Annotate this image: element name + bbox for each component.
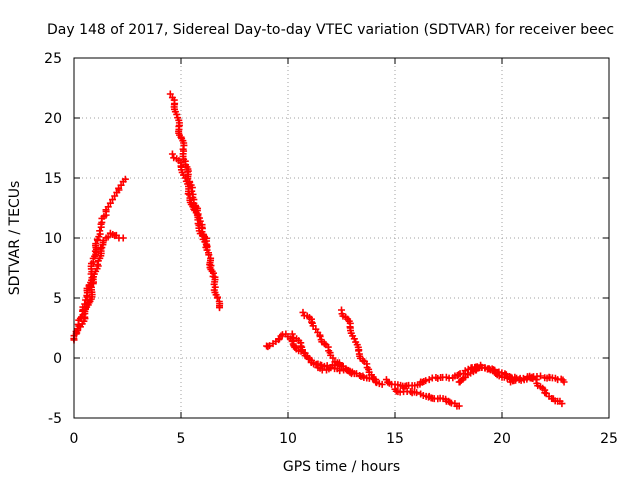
data-point [104,233,112,241]
data-point [106,199,114,207]
data-marks [70,90,568,410]
series-10 [391,385,463,410]
data-point [203,244,211,252]
data-point [277,332,285,340]
data-point [288,330,296,338]
data-point [329,354,337,362]
data-point [275,336,283,344]
data-point [413,389,421,397]
data-point [216,304,224,312]
data-point [111,192,119,200]
data-point [181,174,189,182]
x-tick-label: 15 [386,431,404,447]
data-point [316,332,324,340]
y-tick-label: 25 [44,51,62,67]
data-point [422,377,430,385]
data-point [558,400,566,408]
data-point [205,251,213,259]
data-point [266,342,274,350]
y-tick-label: 0 [53,351,62,367]
data-point [350,335,358,343]
data-point [119,234,127,242]
data-point [104,203,112,211]
data-point [372,376,380,384]
data-point [308,318,316,326]
y-axis-label: SDTVAR / TECUs [7,181,23,296]
data-point [173,110,181,118]
x-tick-label: 0 [70,431,79,447]
data-point [87,283,95,291]
data-point [121,175,129,183]
x-tick-label: 20 [493,431,511,447]
data-point [117,181,125,189]
data-point [335,359,343,367]
data-point [560,378,568,386]
data-point [378,380,386,388]
data-point [350,370,358,378]
series-8 [288,330,343,374]
data-point [367,371,375,379]
data-point [299,308,307,316]
axis-ticks: 0 5 10 15 20 25 -5 0 5 10 15 20 25 [44,51,618,447]
y-tick-label: -5 [48,411,62,427]
data-point [168,150,176,158]
data-point [213,294,221,302]
data-point [96,227,104,235]
series-4 [168,150,211,252]
data-point [359,372,367,380]
data-point [85,299,93,307]
data-point [74,326,82,334]
y-tick-label: 20 [44,111,62,127]
x-axis-label: GPS time / hours [283,459,400,475]
data-point [184,190,192,198]
series-2 [72,229,127,338]
data-point [455,402,463,410]
x-tick-label: 25 [600,431,618,447]
series-3 [166,90,224,312]
data-point [297,342,305,350]
y-tick-label: 10 [44,231,62,247]
series-7 [338,306,380,384]
x-tick-label: 10 [279,431,297,447]
series-11 [455,363,540,386]
x-tick-label: 5 [177,431,186,447]
data-point [109,196,117,204]
data-point [537,372,545,380]
data-point [455,371,463,379]
y-tick-label: 15 [44,171,62,187]
series-12 [532,376,566,408]
data-point [97,245,105,253]
y-tick-label: 5 [53,291,62,307]
data-point [529,374,537,382]
chart-title: Day 148 of 2017, Sidereal Day-to-day VTE… [47,22,614,38]
data-point [166,90,174,98]
